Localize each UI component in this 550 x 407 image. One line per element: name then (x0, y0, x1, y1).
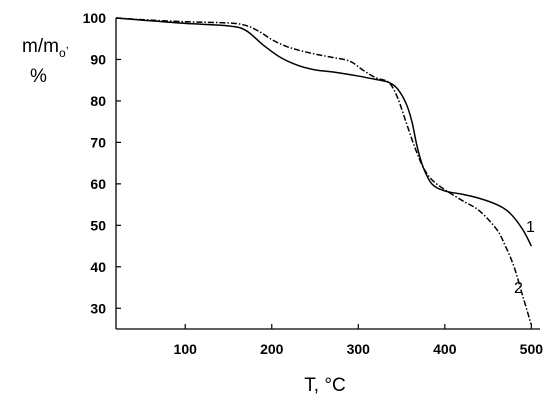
y-tick-label: 100 (83, 10, 107, 26)
x-tick-label: 200 (260, 341, 284, 357)
plot-frame (115, 18, 540, 330)
y-tick-label: 80 (90, 93, 106, 109)
series-label-1: 1 (526, 219, 535, 236)
y-tick-label: 70 (90, 134, 106, 150)
y-axis-label: m/mo, (22, 36, 69, 60)
series-label-2: 2 (514, 280, 523, 297)
series-line-1 (115, 17, 533, 247)
y-tick-label: 50 (90, 217, 106, 233)
y-axis-label-sub: o (59, 46, 66, 60)
x-tick-label: 300 (347, 341, 371, 357)
series-line-2 (115, 17, 533, 326)
x-tick-label: 400 (433, 341, 457, 357)
x-tick-label: 100 (174, 341, 198, 357)
y-axis-unit: % (30, 66, 47, 87)
x-tick-label: 500 (520, 341, 544, 357)
y-ticks: 30 40 50 60 70 80 90 100 (83, 10, 121, 316)
x-ticks: 100 200 300 400 500 (174, 324, 544, 357)
y-tick-label: 30 (90, 300, 106, 316)
series-layer (115, 17, 533, 326)
y-axis-label-main: m/m (22, 36, 59, 57)
y-axis-label-suffix: , (66, 37, 69, 51)
y-tick-label: 90 (90, 51, 106, 67)
y-tick-label: 60 (90, 176, 106, 192)
y-tick-label: 40 (90, 259, 106, 275)
x-axis-label: T, °C (304, 375, 345, 396)
